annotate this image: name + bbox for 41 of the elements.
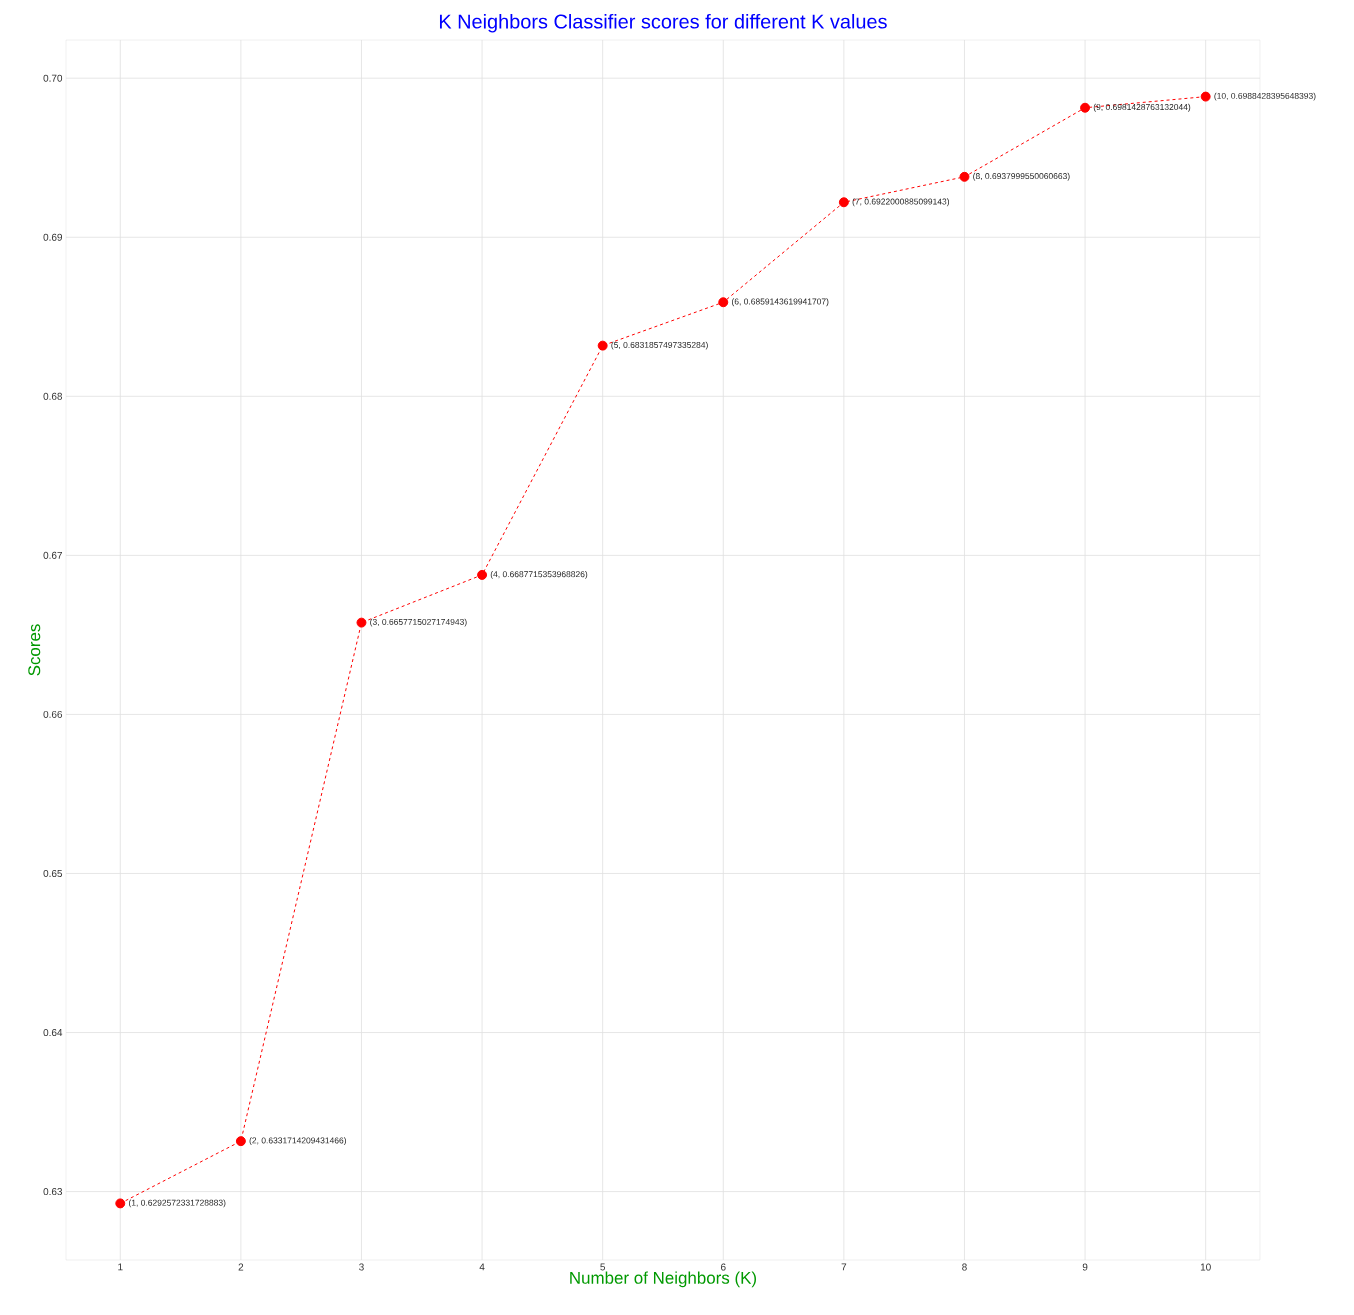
x-tick-label: 7 [841,1263,847,1271]
point [1080,102,1091,113]
point [1200,91,1211,102]
x-tick-label: 9 [1082,1263,1088,1271]
y-tick-label: 0.66 [43,710,63,718]
point [115,1198,126,1209]
y-tick-label: 0.68 [43,392,63,400]
point [477,569,488,580]
y-tick-label: 0.70 [43,74,63,82]
x-tick-label: 5 [600,1263,606,1271]
y-axis-title: Scores [28,624,41,676]
data-label: (5, 0.6831857497335284) [611,341,708,350]
data-label: (1, 0.6292572331728883) [129,1199,226,1208]
x-axis-title: Number of Neighbors (K) [570,1271,757,1288]
y-tick-label: 0.65 [43,869,63,877]
x-tick-label: 3 [359,1263,364,1271]
y-tick-label: 0.67 [43,551,62,559]
data-label: (7, 0.6922000885099143) [852,198,949,207]
chart-title: K Neighbors Classifier scores for different K values [439,13,887,33]
data-label: (2, 0.6331714209431466) [249,1137,346,1146]
point [959,171,970,182]
point [718,297,729,308]
data-label: (8, 0.6937999550060663) [973,172,1070,181]
point [838,197,849,208]
x-tick-label: 10 [1200,1263,1211,1271]
data-label: (6, 0.6859143619941707) [732,298,829,307]
data-label: (9, 0.6981428763132044) [1093,103,1191,112]
data-label: (4, 0.6687715353968826) [490,570,588,579]
point [235,1136,246,1147]
x-tick-label: 2 [238,1263,244,1271]
y-tick-label: 0.64 [43,1029,63,1037]
y-tick-label: 0.69 [43,233,63,241]
data-label: (3, 0.6657715027174943) [370,618,467,627]
point [597,340,608,351]
x-tick-label: 1 [118,1263,123,1271]
x-tick-label: 6 [721,1263,726,1271]
x-tick-label: 8 [962,1263,967,1271]
data-label: (10, 0.6988428395648393) [1214,92,1316,101]
point [356,617,367,628]
y-tick-label: 0.63 [43,1188,63,1196]
x-tick-label: 4 [479,1263,485,1271]
